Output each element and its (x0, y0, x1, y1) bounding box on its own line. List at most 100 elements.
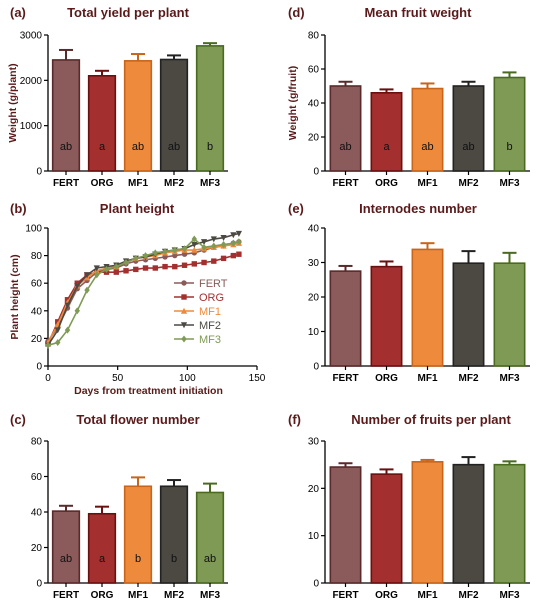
data-point (191, 235, 197, 243)
y-tick-label: 60 (308, 65, 320, 76)
panel-label: (a) (10, 5, 26, 20)
panel-title: Plant height (100, 201, 175, 216)
y-tick-label: 80 (31, 437, 43, 448)
bar-FERT (329, 85, 362, 172)
data-point (93, 265, 100, 272)
data-point (200, 239, 208, 246)
y-tick-label: 20 (308, 293, 320, 304)
data-point (201, 259, 207, 266)
y-tick-label: 40 (31, 306, 43, 317)
bar-MF1 (411, 461, 444, 584)
significance-letter: b (135, 553, 141, 565)
significance-letter: ab (168, 141, 180, 153)
data-point (64, 326, 71, 334)
legend-marker (181, 280, 187, 286)
y-tick-label: 60 (31, 279, 43, 290)
panel-title: Total flower number (76, 412, 199, 427)
bar-MF1 (123, 485, 153, 584)
significance-letter: ab (339, 141, 351, 153)
legend-label: ORG (199, 292, 224, 304)
data-point (83, 272, 91, 279)
bar-MF3 (493, 76, 526, 172)
significance-letter: ab (421, 141, 433, 153)
data-point (230, 252, 237, 259)
data-point (236, 251, 242, 257)
x-tick-label: FERT (53, 178, 79, 189)
y-axis-title: Weight (g/plant) (7, 63, 19, 142)
panel-title: Number of fruits per plant (351, 412, 511, 427)
legend-marker (180, 307, 188, 314)
bar-MF1 (123, 60, 153, 172)
significance-letter: ab (132, 141, 144, 153)
x-tick-label: MF3 (500, 373, 520, 384)
x-tick-label: 100 (179, 373, 196, 384)
data-point (220, 255, 227, 262)
bar-ORG (370, 92, 403, 172)
y-tick-label: 60 (31, 472, 43, 483)
panel-title: Mean fruit weight (365, 5, 473, 20)
y-tick-label: 80 (308, 31, 320, 42)
data-point (55, 339, 61, 347)
panel-label: (c) (10, 412, 26, 427)
x-tick-label: FERT (332, 373, 358, 384)
x-tick-label: MF3 (500, 178, 520, 189)
x-tick-label: ORG (375, 178, 398, 189)
y-axis-title: Plant height (cm) (9, 254, 21, 339)
x-tick-label: ORG (91, 590, 114, 601)
x-tick-label: MF3 (200, 178, 220, 189)
y-tick-label: 0 (36, 362, 42, 373)
data-point (94, 271, 100, 279)
y-tick-label: 30 (308, 437, 320, 448)
panel-f: (f) Number of fruits per plant 0 10 20 30 FERT… (288, 412, 530, 601)
x-tick-label: MF1 (128, 590, 148, 601)
bar-MF1 (411, 87, 444, 172)
x-tick-label: FERT (53, 590, 79, 601)
y-tick-label: 0 (36, 167, 42, 178)
y-tick-label: 0 (313, 167, 319, 178)
x-tick-label: ORG (375, 373, 398, 384)
data-point (103, 265, 110, 273)
bar-FERT (51, 510, 81, 584)
data-point (162, 254, 168, 260)
x-tick-label: MF3 (200, 590, 220, 601)
bar-FERT (329, 270, 362, 367)
data-point (172, 263, 178, 270)
data-point (210, 236, 217, 243)
data-point (123, 268, 129, 274)
data-point (220, 234, 227, 241)
y-tick-label: 80 (31, 251, 43, 262)
bar-ORG (370, 473, 403, 584)
data-point (191, 246, 198, 253)
data-point (133, 254, 139, 262)
legend-label: MF1 (199, 306, 221, 318)
y-tick-label: 100 (25, 224, 42, 235)
bar-MF2 (452, 85, 485, 172)
legend-label: MF3 (199, 334, 221, 346)
data-point (45, 341, 51, 349)
data-point (172, 252, 178, 259)
panel-title: Total yield per plant (67, 5, 190, 20)
y-tick-label: 30 (308, 258, 320, 269)
bar-ORG (370, 265, 403, 367)
data-point (113, 269, 119, 275)
y-tick-label: 2000 (20, 76, 43, 87)
data-point (113, 263, 119, 271)
significance-letter: b (207, 141, 213, 153)
data-point (162, 263, 168, 270)
panel-label: (e) (288, 201, 304, 216)
data-point (181, 262, 188, 268)
data-point (152, 265, 158, 271)
x-tick-label: 0 (45, 373, 51, 384)
x-tick-label: FERT (332, 590, 358, 601)
data-point (142, 265, 149, 271)
y-tick-label: 40 (308, 224, 320, 235)
data-point (230, 239, 237, 247)
y-tick-label: 0 (313, 362, 319, 373)
significance-letter: b (171, 553, 177, 565)
legend-marker (180, 322, 188, 329)
bar-FERT (329, 466, 362, 584)
legend-label: MF2 (199, 320, 221, 332)
y-tick-label: 0 (313, 579, 319, 590)
data-point (123, 259, 129, 266)
